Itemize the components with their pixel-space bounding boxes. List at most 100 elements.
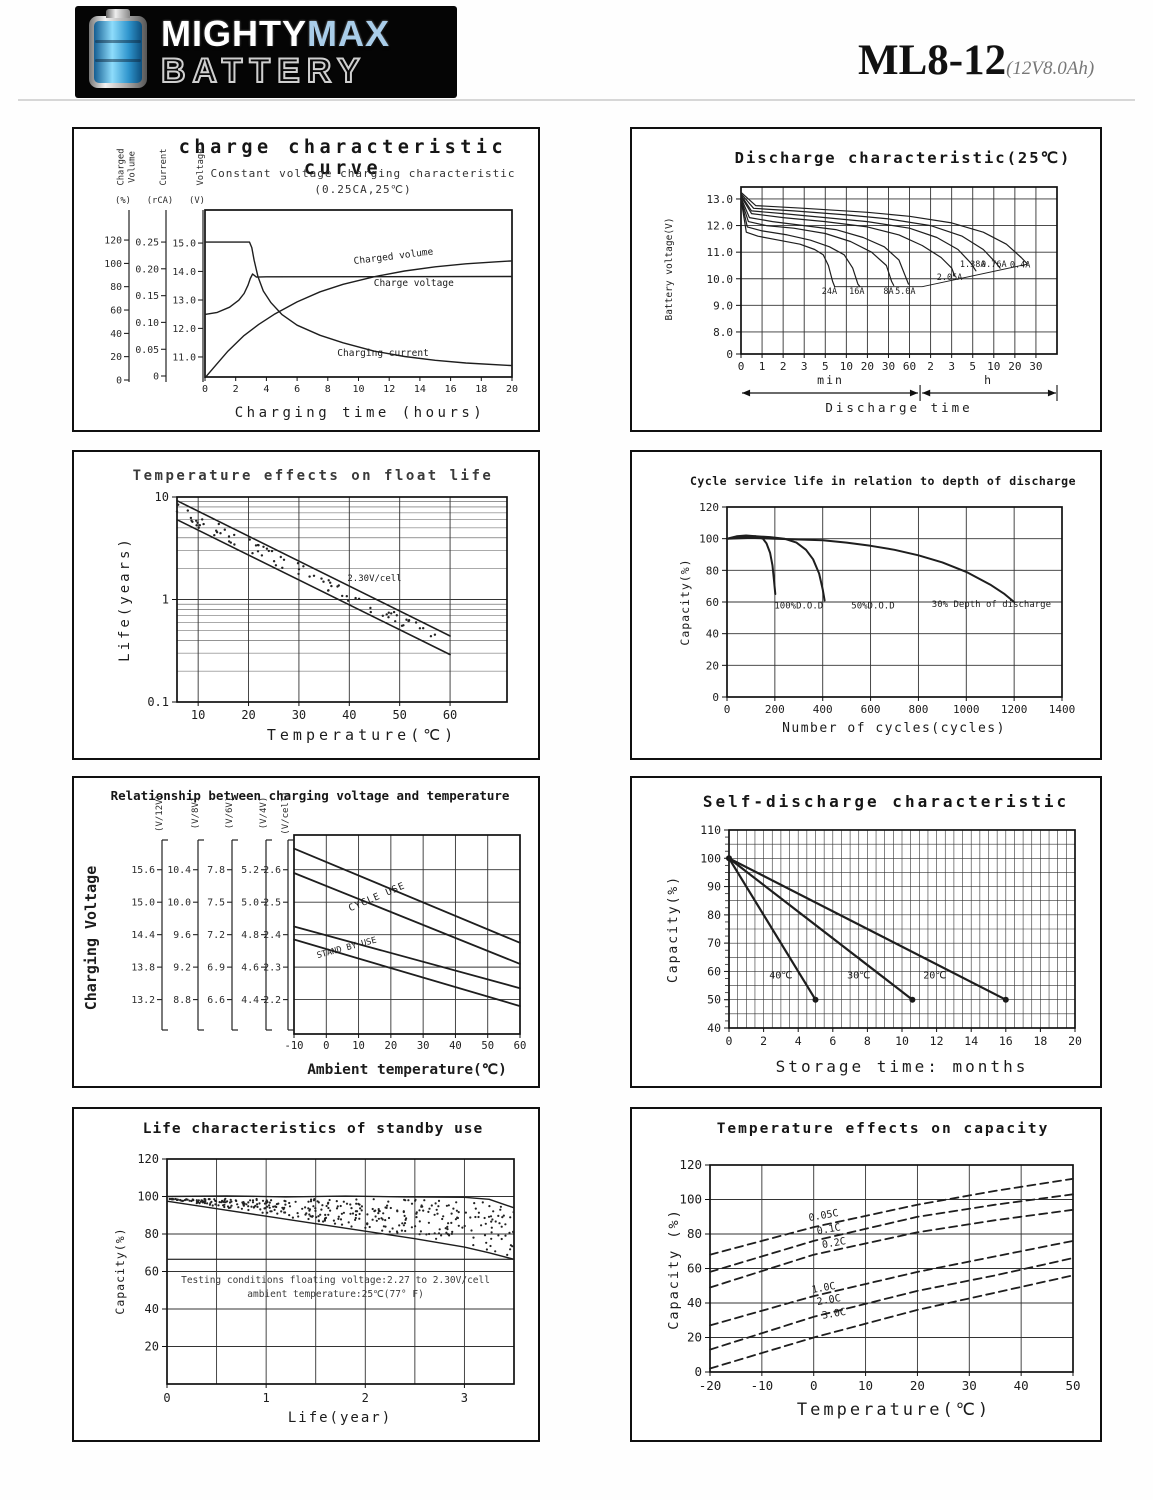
svg-text:10: 10	[352, 384, 364, 395]
svg-text:30: 30	[417, 1040, 430, 1052]
svg-text:2.0C: 2.0C	[816, 1293, 842, 1308]
svg-text:10.0: 10.0	[707, 273, 734, 286]
svg-text:11.0: 11.0	[172, 352, 196, 363]
svg-text:60: 60	[687, 1261, 702, 1276]
svg-text:Voltage: Voltage	[196, 148, 206, 185]
svg-text:60: 60	[145, 1265, 159, 1279]
svg-text:1400: 1400	[1049, 703, 1076, 716]
svg-text:Charged: Charged	[117, 148, 127, 185]
svg-text:30% Depth of discharge: 30% Depth of discharge	[932, 600, 1051, 610]
svg-text:3: 3	[461, 1391, 468, 1405]
svg-text:0: 0	[712, 691, 719, 704]
svg-text:20: 20	[861, 360, 874, 373]
svg-text:10: 10	[858, 1378, 873, 1393]
svg-text:18: 18	[475, 384, 487, 395]
svg-text:20: 20	[241, 708, 255, 722]
svg-text:10: 10	[352, 1040, 365, 1052]
svg-text:1: 1	[759, 360, 766, 373]
temperature-capacity-plot: -20 -10 0 10 20 30 40 50 120 100 80 60 40 20 0 0.05C0.1…	[666, 1157, 1081, 1420]
svg-text:Capacity(%): Capacity(%)	[678, 558, 692, 645]
svg-text:4: 4	[263, 384, 269, 395]
chart-title: Relationship between charging voltage an…	[110, 788, 510, 803]
svg-text:50: 50	[707, 993, 721, 1007]
svg-text:10: 10	[987, 360, 1000, 373]
chart-title: charge characteristic curve	[178, 137, 508, 179]
svg-text:16A: 16A	[849, 287, 864, 297]
chart-title: Discharge characteristic(25℃)	[734, 149, 1072, 167]
model-number: ML8-12	[858, 37, 1007, 84]
svg-text:0.25: 0.25	[135, 238, 159, 249]
svg-text:30: 30	[292, 708, 306, 722]
svg-text:120: 120	[137, 1152, 159, 1166]
svg-text:20: 20	[385, 1040, 398, 1052]
svg-text:0: 0	[116, 376, 122, 387]
svg-text:0: 0	[323, 1040, 329, 1052]
svg-text:30: 30	[1029, 360, 1042, 373]
svg-text:12.0: 12.0	[707, 220, 734, 233]
svg-text:Temperature(℃): Temperature(℃)	[267, 726, 457, 744]
svg-text:14.4: 14.4	[131, 930, 155, 941]
svg-text:0.20: 0.20	[135, 264, 159, 275]
svg-text:2: 2	[233, 384, 239, 395]
svg-text:min: min	[817, 373, 844, 387]
chart-discharge-characteristic: Discharge characteristic(25℃) 0 1 2 3 5 10 20 3…	[630, 127, 1102, 432]
mighty-max-logo: MIGHTYMAX BATTERY	[75, 6, 457, 98]
svg-text:1.38A: 1.38A	[960, 260, 986, 270]
svg-text:40: 40	[707, 1021, 721, 1035]
svg-text:120: 120	[699, 501, 719, 514]
svg-text:5: 5	[822, 360, 829, 373]
svg-text:50%D.O.D: 50%D.O.D	[851, 601, 894, 611]
chart-charging-voltage-temperature: Relationship between charging voltage an…	[72, 776, 540, 1088]
standby-life-plot: 0 1 2 3 120 100 80 60 40 20 Testing conditions flo…	[113, 1152, 515, 1426]
model-spec: (12V8.0Ah)	[1006, 58, 1095, 79]
battery-icon	[89, 9, 147, 88]
svg-text:2.3: 2.3	[263, 963, 281, 974]
svg-text:14.0: 14.0	[172, 267, 196, 278]
chart-title: Temperature effects on capacity	[716, 1121, 1050, 1137]
svg-text:16: 16	[445, 384, 457, 395]
brand-battery: BATTERY	[160, 52, 367, 90]
svg-text:14: 14	[414, 384, 426, 395]
svg-text:11.0: 11.0	[707, 246, 734, 259]
svg-text:0.76A: 0.76A	[981, 260, 1007, 270]
svg-text:10.0: 10.0	[167, 898, 191, 909]
chart-temperature-capacity: Temperature effects on capacity -20 -10 0 1…	[630, 1107, 1102, 1442]
svg-text:0: 0	[202, 384, 208, 395]
svg-text:Capacity (%): Capacity (%)	[666, 1208, 682, 1330]
svg-text:3: 3	[801, 360, 808, 373]
svg-text:-20: -20	[699, 1378, 722, 1393]
svg-text:50: 50	[481, 1040, 494, 1052]
svg-text:2: 2	[927, 360, 934, 373]
svg-text:6: 6	[829, 1034, 836, 1048]
svg-text:800: 800	[908, 703, 928, 716]
svg-text:0.4A: 0.4A	[1010, 261, 1030, 271]
svg-text:20: 20	[1008, 360, 1021, 373]
svg-text:60: 60	[706, 596, 719, 609]
svg-text:5: 5	[969, 360, 976, 373]
svg-text:8A: 8A	[883, 287, 893, 297]
svg-text:90: 90	[707, 880, 721, 894]
svg-text:60: 60	[443, 708, 457, 722]
chart-title: Temperature effects on float life	[132, 468, 494, 484]
svg-text:STAND BY USE: STAND BY USE	[316, 936, 378, 962]
svg-text:1: 1	[263, 1391, 270, 1405]
svg-text:h: h	[984, 373, 993, 387]
svg-text:80: 80	[706, 564, 719, 577]
svg-text:(V/12V): (V/12V)	[155, 794, 165, 832]
svg-text:0.05: 0.05	[135, 345, 159, 356]
svg-text:10.4: 10.4	[167, 865, 191, 876]
svg-text:13.2: 13.2	[131, 995, 155, 1006]
svg-text:Discharge time: Discharge time	[825, 400, 972, 415]
svg-text:200: 200	[765, 703, 785, 716]
svg-text:0: 0	[153, 371, 159, 382]
svg-text:60: 60	[707, 964, 721, 978]
svg-text:100: 100	[700, 851, 721, 865]
svg-text:100%D.O.D: 100%D.O.D	[774, 601, 823, 611]
svg-text:60: 60	[903, 360, 916, 373]
svg-text:60: 60	[514, 1040, 527, 1052]
self-discharge-plot: 0 2 4 6 8 10 12 14 16 18 20 110 100 90 80 70 60 50 40 40℃ 30…	[666, 823, 1082, 1076]
float-life-plot: 10 20 30 40 50 60 10 1 0.1 2.30V/cell Temperature(…	[117, 490, 508, 744]
svg-text:120: 120	[679, 1157, 702, 1172]
svg-text:0: 0	[738, 360, 745, 373]
svg-text:50: 50	[1065, 1378, 1080, 1393]
